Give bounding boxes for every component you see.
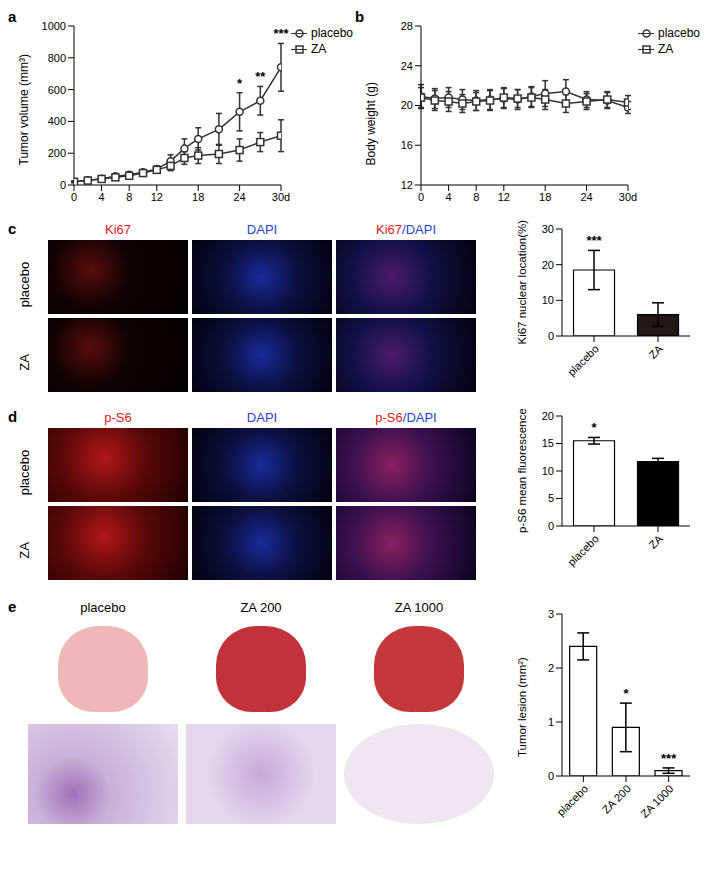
svg-text:200: 200	[48, 147, 66, 159]
svg-text:*: *	[591, 420, 597, 435]
html-text:a: a	[8, 8, 17, 25]
svg-text:8: 8	[473, 191, 479, 203]
svg-text:Ki67 nuclear location(%): Ki67 nuclear location(%)	[516, 220, 528, 345]
html-text:placebo: placebo	[16, 449, 32, 496]
html-text:ZA: ZA	[16, 542, 32, 559]
html-text:placebo: placebo	[311, 26, 353, 40]
svg-text:0: 0	[548, 770, 554, 782]
svg-text:0: 0	[71, 191, 77, 203]
html-text:placebo: placebo	[16, 261, 32, 308]
svg-text:**: **	[255, 69, 266, 84]
html-text:ZA 1000: ZA 1000	[394, 600, 444, 615]
svg-text:24: 24	[233, 191, 245, 203]
svg-text:0: 0	[418, 191, 424, 203]
html-text:Ki67: Ki67	[105, 222, 131, 237]
svg-text:20: 20	[542, 259, 554, 271]
svg-text:12: 12	[401, 179, 413, 191]
svg-text:p-S6 mean fluorescence: p-S6 mean fluorescence	[516, 408, 528, 533]
svg-text:Tumor lesion (mm²): Tumor lesion (mm²)	[516, 657, 528, 757]
svg-text:3: 3	[548, 608, 554, 620]
svg-text:Tumor volume (mm³): Tumor volume (mm³)	[17, 54, 31, 166]
svg-text:ZA 200: ZA 200	[600, 782, 633, 815]
svg-text:***: ***	[273, 26, 289, 41]
svg-text:*: *	[237, 76, 243, 91]
svg-text:4: 4	[446, 191, 452, 203]
svg-text:18: 18	[192, 191, 204, 203]
html-text:ZA 200: ZA 200	[240, 600, 282, 615]
svg-text:1000: 1000	[42, 20, 66, 32]
html-text:ZA: ZA	[311, 42, 327, 56]
svg-text:*: *	[623, 686, 629, 701]
svg-text:placebo: placebo	[555, 782, 591, 818]
svg-text:15: 15	[542, 437, 554, 449]
svg-text:4: 4	[99, 191, 105, 203]
svg-text:***: ***	[586, 233, 602, 248]
html-text:ZA: ZA	[658, 42, 674, 56]
svg-text:24: 24	[580, 191, 592, 203]
html-text:ZA: ZA	[16, 354, 32, 371]
svg-text:12: 12	[498, 191, 510, 203]
html-text:p-S6 / DAPI: p-S6 / DAPI	[375, 410, 437, 425]
html-text:p-S6: p-S6	[104, 410, 132, 425]
svg-text:12: 12	[151, 191, 163, 203]
svg-text:1: 1	[548, 716, 554, 728]
svg-text:ZA 1000: ZA 1000	[638, 782, 675, 819]
svg-text:10: 10	[542, 465, 554, 477]
html-text:DAPI: DAPI	[246, 222, 278, 237]
svg-text:0: 0	[548, 520, 554, 532]
html-text:Ki67 / DAPI: Ki67 / DAPI	[376, 222, 436, 237]
svg-text:16: 16	[401, 139, 413, 151]
svg-text:0: 0	[60, 179, 66, 191]
svg-text:placebo: placebo	[565, 342, 601, 378]
svg-text:ZA: ZA	[647, 532, 666, 551]
html-text:DAPI: DAPI	[246, 410, 278, 425]
svg-text:600: 600	[48, 84, 66, 96]
html-text:c: c	[8, 220, 17, 237]
svg-text:800: 800	[48, 52, 66, 64]
svg-text:400: 400	[48, 115, 66, 127]
svg-text:20: 20	[542, 410, 554, 422]
svg-text:2: 2	[548, 662, 554, 674]
svg-text:0: 0	[548, 330, 554, 342]
svg-text:18: 18	[539, 191, 551, 203]
html-text:e: e	[8, 598, 17, 615]
svg-text:30d: 30d	[272, 191, 290, 203]
svg-text:***: ***	[661, 751, 677, 766]
html-text:b: b	[355, 8, 365, 25]
svg-text:24: 24	[401, 60, 413, 72]
svg-text:8: 8	[126, 191, 132, 203]
svg-text:28: 28	[401, 20, 413, 32]
svg-text:5: 5	[548, 492, 554, 504]
svg-text:30: 30	[542, 223, 554, 235]
html-text:placebo: placebo	[80, 600, 126, 615]
html-text:d: d	[8, 408, 18, 425]
html-text:placebo: placebo	[658, 26, 700, 40]
svg-text:30d: 30d	[619, 191, 637, 203]
svg-text:placebo: placebo	[565, 532, 601, 568]
svg-text:20: 20	[401, 99, 413, 111]
svg-text:ZA: ZA	[647, 342, 666, 361]
svg-text:10: 10	[542, 294, 554, 306]
svg-text:Body weight (g): Body weight (g)	[364, 82, 378, 165]
